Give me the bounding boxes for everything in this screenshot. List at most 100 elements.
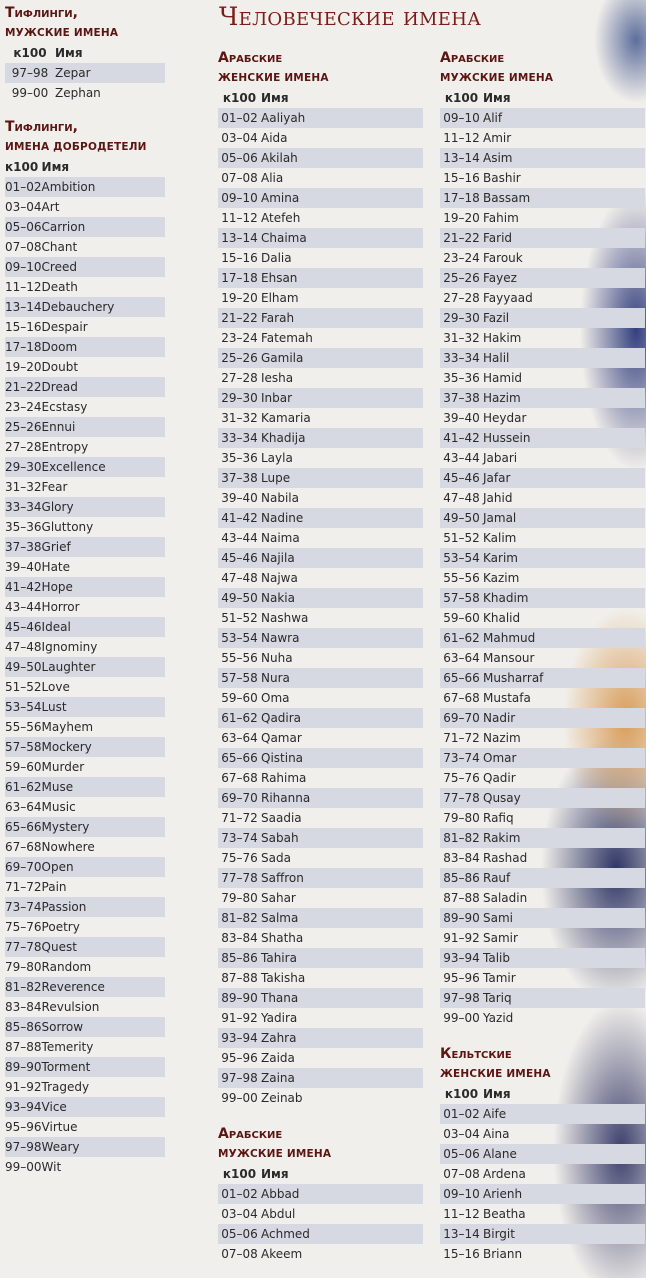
roll-range: 41–42 [218, 508, 261, 528]
table-row: 49–50 Laughter [5, 657, 165, 677]
table-row: 33–34 Glory [5, 497, 165, 517]
table-row: 69–70 Nadir [440, 708, 645, 728]
roll-range: 41–42 [5, 577, 42, 597]
roll-range: 37–38 [5, 537, 42, 557]
roll-range: 21–22 [440, 228, 483, 248]
roll-range: 95–96 [443, 971, 480, 985]
roll-header: к100 [222, 1167, 257, 1181]
roll-header: к100 [5, 160, 39, 174]
name-cell: Weary [41, 1137, 165, 1157]
table-row: 13–14 Asim [440, 148, 645, 168]
table-row: 63–64 Qamar [218, 728, 423, 748]
roll-range: 31–32 [221, 411, 258, 425]
roll-header: к100 [222, 91, 257, 105]
roll-range: 89–90 [440, 908, 483, 928]
section-tiefling-male: Тифлинги, мужские имена к100 Имя 97–98 Ze… [5, 3, 165, 103]
section-subtitle: мужские имена [440, 72, 554, 84]
roll-range: 33–34 [440, 348, 483, 368]
name-cell: Ignominy [41, 640, 98, 654]
table-header: к100 Имя [218, 88, 423, 108]
table-row: 07–08 Alia [218, 168, 423, 188]
roll-range: 23–24 [443, 251, 480, 265]
roll-range: 73–74 [5, 897, 42, 917]
roll-range: 71–72 [5, 880, 42, 894]
roll-range: 65–66 [218, 748, 261, 768]
name-cell: Abbad [261, 1184, 423, 1204]
roll-range: 09–10 [5, 257, 42, 277]
table-row: 15–16 Briann [440, 1244, 645, 1264]
roll-range: 25–26 [5, 417, 42, 437]
table-row: 59–60 Khalid [440, 608, 645, 628]
name-cell: Alif [483, 108, 645, 128]
table-row: 97–98 Zaina [218, 1068, 423, 1088]
name-cell: Oma [261, 691, 290, 705]
table-row: 39–40 Hate [5, 557, 165, 577]
table-row: 57–58 Mockery [5, 737, 165, 757]
section-title: Кельтские [440, 1046, 512, 1062]
name-cell: Fatemah [261, 331, 313, 345]
roll-range: 57–58 [440, 588, 483, 608]
roll-range: 51–52 [5, 680, 42, 694]
name-cell: Salma [261, 908, 423, 928]
table-row: 73–74 Passion [5, 897, 165, 917]
table-row: 99–00 Zephan [5, 83, 165, 103]
name-cell: Aida [261, 131, 288, 145]
roll-range: 23–24 [5, 400, 42, 414]
name-cell: Khadija [261, 428, 423, 448]
name-cell: Sada [261, 851, 291, 865]
table-row: 55–56 Nuha [218, 648, 423, 668]
roll-range: 29–30 [218, 388, 261, 408]
name-cell: Qadira [261, 708, 423, 728]
name-cell: Samir [483, 931, 518, 945]
table-row: 55–56 Kazim [440, 568, 645, 588]
table-row: 21–22 Dread [5, 377, 165, 397]
table-row: 65–66 Musharraf [440, 668, 645, 688]
table-row: 03–04 Aina [440, 1124, 645, 1144]
section-title: Тифлинги, [5, 119, 78, 135]
name-cell: Gluttony [41, 520, 94, 534]
roll-range: 05–06 [218, 148, 261, 168]
table-row: 29–30 Fazil [440, 308, 645, 328]
name-cell: Revulsion [41, 1000, 100, 1014]
name-cell: Hazim [483, 388, 645, 408]
table-row: 43–44 Horror [5, 597, 165, 617]
name-cell: Quest [41, 937, 165, 957]
section-subtitle: женские имена [440, 1068, 551, 1080]
table-row: 95–96 Virtue [5, 1117, 165, 1137]
roll-range: 79–80 [221, 891, 258, 905]
table-row: 73–74 Sabah [218, 828, 423, 848]
section-arabic-male-start: Арабские мужские имена к100 Имя 01–02 Abb… [218, 1124, 423, 1264]
name-cell: Layla [261, 451, 293, 465]
name-cell: Qistina [261, 748, 423, 768]
table-row: 85–86 Sorrow [5, 1017, 165, 1037]
name-cell: Atefeh [261, 211, 301, 225]
name-cell: Carrion [41, 217, 165, 237]
name-header: Имя [55, 46, 83, 60]
name-cell: Khadim [483, 588, 645, 608]
name-cell: Inbar [261, 388, 423, 408]
table-row: 91–92 Samir [440, 928, 645, 948]
name-header: Имя [261, 91, 289, 105]
name-cell: Kazim [483, 571, 520, 585]
table-row: 81–82 Reverence [5, 977, 165, 997]
name-cell: Karim [483, 548, 645, 568]
name-cell: Zahra [261, 1028, 423, 1048]
table-row: 35–36 Layla [218, 448, 423, 468]
name-cell: Vice [41, 1097, 165, 1117]
table-row: 11–12 Amir [440, 128, 645, 148]
roll-range: 67–68 [5, 840, 42, 854]
roll-range: 97–98 [218, 1068, 261, 1088]
table-row: 29–30 Inbar [218, 388, 423, 408]
table-row: 09–10 Amina [218, 188, 423, 208]
name-cell: Ecstasy [41, 400, 88, 414]
roll-header: к100 [13, 46, 47, 60]
table-row: 71–72 Pain [5, 877, 165, 897]
name-cell: Poetry [41, 920, 80, 934]
name-cell: Akilah [261, 148, 423, 168]
name-cell: Nadir [483, 708, 645, 728]
section-title: Арабские [218, 1126, 283, 1142]
table-header: к100 Имя [218, 1164, 423, 1184]
name-cell: Mystery [41, 817, 165, 837]
roll-range: 39–40 [443, 411, 480, 425]
roll-range: 03–04 [221, 131, 258, 145]
